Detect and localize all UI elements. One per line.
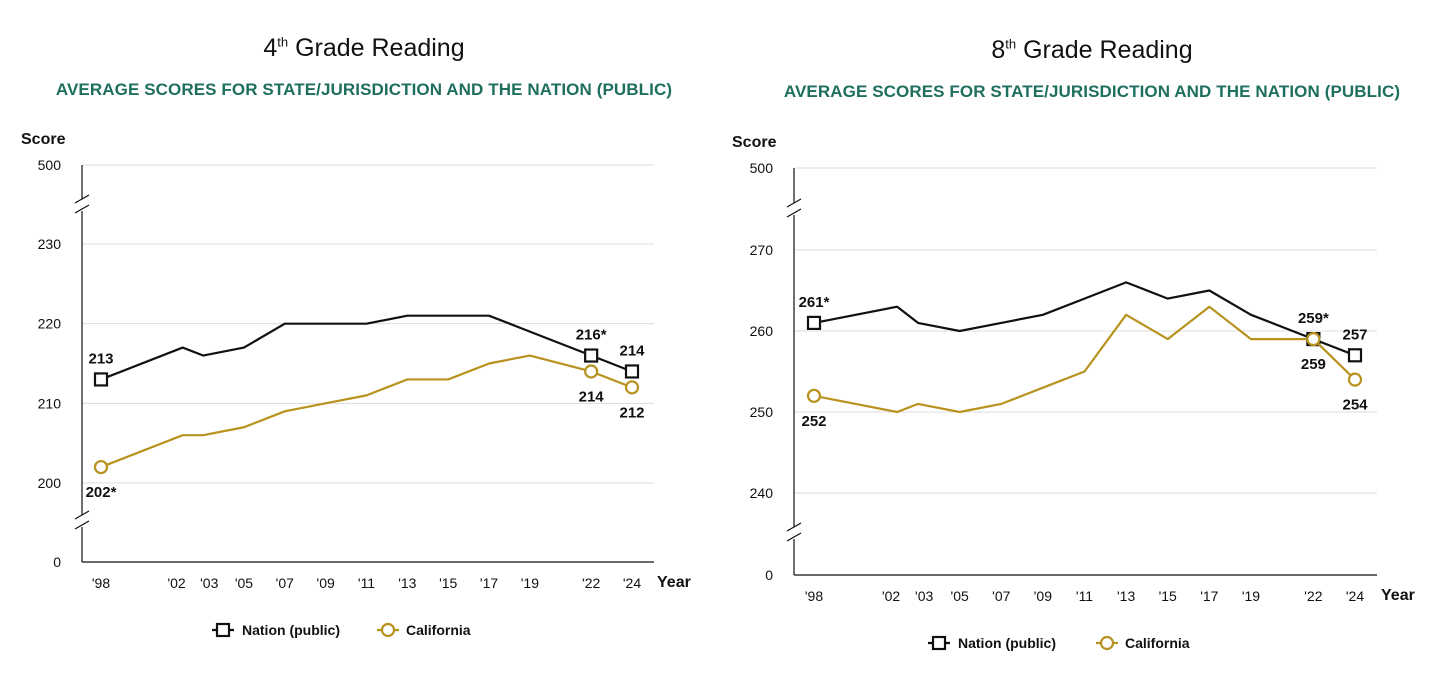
y-tick-label: 220 — [38, 316, 62, 332]
legend-label-california: California — [406, 622, 471, 638]
y-axis-title: Score — [21, 131, 66, 148]
data-point-nation — [806, 315, 822, 330]
y-tick-label: 210 — [38, 395, 62, 411]
x-tick-label: '05 — [951, 588, 969, 604]
x-tick-label: '13 — [1117, 588, 1135, 604]
series-line-nation — [100, 314, 633, 381]
data-point-california — [806, 388, 822, 403]
x-tick-label: '03 — [200, 575, 218, 591]
data-label: 213 — [88, 350, 113, 367]
chart-panel-4th-grade: 4th Grade Reading AVERAGE SCORES FOR STA… — [0, 34, 728, 638]
chart-panel-8th-grade: 8th Grade Reading AVERAGE SCORES FOR STA… — [728, 0, 1456, 687]
data-point-california — [1306, 332, 1321, 347]
data-label: 254 — [1342, 397, 1368, 414]
x-tick-label: '02 — [882, 588, 900, 604]
legend-label-nation: Nation (public) — [958, 635, 1056, 651]
x-tick-label: '02 — [167, 575, 185, 591]
series-line-nation — [813, 281, 1356, 357]
legend-label-nation: Nation (public) — [242, 622, 340, 638]
chart-subtitle: AVERAGE SCORES FOR STATE/JURISDICTION AN… — [783, 82, 1401, 101]
x-tick-label: '17 — [480, 575, 498, 591]
axis-break-mark — [74, 510, 90, 520]
data-point-california — [93, 459, 109, 475]
legend-marker-california — [380, 622, 396, 638]
series-line-california — [100, 354, 633, 469]
x-tick-label: '13 — [398, 575, 416, 591]
x-axis-title: Year — [1381, 587, 1415, 604]
x-tick-label: '15 — [439, 575, 457, 591]
x-tick-label: '19 — [1242, 588, 1260, 604]
legend-marker-nation — [215, 622, 231, 638]
title-suffix: th — [277, 34, 289, 50]
title-suffix: th — [1005, 36, 1017, 52]
title-rest: Grade Reading — [1023, 36, 1193, 64]
chart-subtitle: AVERAGE SCORES FOR STATE/JURISDICTION AN… — [55, 80, 673, 99]
x-tick-label: '98 — [805, 588, 823, 604]
data-point-nation — [624, 364, 640, 379]
data-label: 216* — [576, 327, 607, 344]
title-grade: 8 — [991, 36, 1006, 64]
data-label: 212 — [619, 404, 644, 421]
y-tick-label: 200 — [38, 475, 62, 491]
y-tick-label: 230 — [38, 236, 62, 252]
y-tick-label: 270 — [750, 242, 774, 258]
data-point-california — [1347, 372, 1363, 387]
x-tick-label: '11 — [358, 575, 375, 591]
x-tick-label: '24 — [1346, 588, 1364, 604]
title-rest: Grade Reading — [295, 34, 465, 62]
x-tick-label: '17 — [1200, 588, 1218, 604]
y-axis-title: Score — [732, 134, 777, 151]
x-tick-label: '07 — [276, 575, 294, 591]
axis-break-mark — [74, 520, 90, 530]
axis-break-mark — [786, 198, 802, 208]
axis-break-mark — [74, 194, 90, 204]
axis-break-mark — [74, 204, 90, 214]
line-chart-8th-grade: 0 240 250 260 270 500 Score Year '98 '02 '03 '05 '07… — [732, 134, 1415, 651]
x-tick-label: '09 — [1034, 588, 1052, 604]
axis-break-mark — [786, 522, 802, 532]
data-point-nation — [584, 348, 599, 363]
y-tick-label: 0 — [53, 554, 61, 570]
data-point-nation — [93, 372, 109, 387]
x-tick-label: '22 — [582, 575, 600, 591]
x-tick-label: '09 — [317, 575, 335, 591]
data-label: 259* — [1298, 310, 1329, 327]
x-tick-label: '03 — [915, 588, 933, 604]
x-tick-label: '19 — [521, 575, 539, 591]
title-grade: 4 — [263, 34, 278, 62]
x-tick-label: '15 — [1159, 588, 1177, 604]
series-line-california — [813, 305, 1356, 414]
data-label: 261* — [799, 294, 830, 311]
data-label: 257 — [1342, 326, 1367, 343]
data-point-nation — [1347, 348, 1363, 363]
x-axis-title: Year — [657, 574, 691, 591]
y-tick-label: 250 — [750, 404, 774, 420]
x-tick-label: '07 — [992, 588, 1010, 604]
legend-label-california: California — [1125, 635, 1190, 651]
x-tick-label: '11 — [1076, 588, 1093, 604]
chart-title: 4th Grade Reading — [0, 34, 728, 63]
y-tick-label: 500 — [38, 157, 62, 173]
data-label: 214 — [619, 342, 645, 359]
chart-title: 8th Grade Reading — [728, 36, 1456, 65]
x-tick-label: '05 — [235, 575, 253, 591]
x-tick-label: '22 — [1304, 588, 1322, 604]
x-tick-label: '24 — [623, 575, 641, 591]
data-label: 259 — [1301, 356, 1326, 373]
data-point-california — [584, 364, 599, 379]
y-tick-label: 0 — [765, 567, 773, 583]
axis-break-mark — [786, 208, 802, 218]
line-chart-4th-grade: 0 200 210 220 230 500 Score Year '98 '02 '03 '05 '07… — [21, 131, 691, 638]
data-point-california — [624, 380, 640, 395]
x-tick-label: '98 — [92, 575, 110, 591]
data-label: 202* — [86, 484, 117, 501]
data-label: 214 — [579, 388, 605, 405]
y-tick-label: 240 — [750, 485, 774, 501]
axis-break-mark — [786, 532, 802, 542]
y-tick-label: 500 — [750, 160, 774, 176]
legend-marker-california — [1099, 635, 1115, 651]
legend-marker-nation — [931, 635, 947, 651]
y-tick-label: 260 — [750, 323, 774, 339]
data-label: 252 — [801, 413, 826, 430]
